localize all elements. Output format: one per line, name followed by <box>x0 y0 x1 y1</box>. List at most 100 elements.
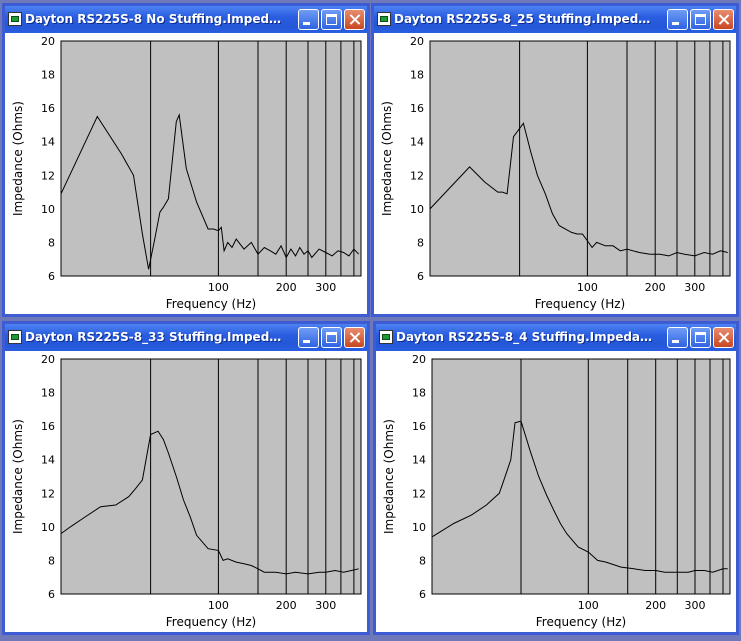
title-bar[interactable]: Dayton RS225S-8_25 Stuffing.Impedance ..… <box>374 6 736 33</box>
y-tick-label: 12 <box>412 487 426 500</box>
y-tick-label: 12 <box>41 169 55 182</box>
impedance-curve <box>60 113 360 270</box>
y-axis-label: Impedance (Ohms) <box>11 419 25 534</box>
y-tick-label: 14 <box>41 136 55 149</box>
x-tick-label: 100 <box>208 599 229 612</box>
x-tick-label: 300 <box>685 599 706 612</box>
y-tick-label: 16 <box>41 102 55 115</box>
maximize-button[interactable] <box>690 327 711 348</box>
minimize-button[interactable] <box>298 9 319 30</box>
y-tick-label: 20 <box>412 353 426 366</box>
x-tick-label: 300 <box>684 281 705 294</box>
title-bar[interactable]: Dayton RS225S-8_33 Stuffing.Impedance ..… <box>5 324 367 351</box>
y-tick-label: 16 <box>410 102 424 115</box>
x-tick-label: 200 <box>645 281 666 294</box>
x-axis-label: Frequency (Hz) <box>166 615 257 629</box>
y-tick-label: 18 <box>41 387 55 400</box>
y-tick-label: 14 <box>41 454 55 467</box>
window-title: Dayton RS225S-8_33 Stuffing.Impedance ..… <box>25 330 287 344</box>
plot-frame <box>60 358 362 595</box>
x-axis-label: Frequency (Hz) <box>166 297 257 311</box>
y-tick-label: 14 <box>410 136 424 149</box>
plot-frame <box>60 40 362 277</box>
y-tick-label: 14 <box>412 454 426 467</box>
impedance-chart: 20 18 16 14 12 10 8 6 100 200 300 Frequency (Hz) Imp… <box>380 35 731 311</box>
y-tick-label: 20 <box>41 35 55 48</box>
title-bar[interactable]: Dayton RS225S-8_4 Stuffing.Impedance ... <box>376 324 736 351</box>
y-tick-label: 8 <box>48 236 55 249</box>
impedance-window-1[interactable]: Dayton RS225S-8 No Stuffing.Impedance ..… <box>2 3 370 317</box>
plot-background <box>432 359 730 594</box>
plot-background <box>61 359 361 594</box>
y-tick-label: 10 <box>41 521 55 534</box>
y-axis-label: Impedance (Ohms) <box>382 419 396 534</box>
y-tick-label: 20 <box>410 35 424 48</box>
chart-area: 20 18 16 14 12 10 8 6 100 200 300 Frequency (Hz) Imp… <box>374 33 736 314</box>
y-tick-label: 12 <box>410 169 424 182</box>
y-tick-label: 8 <box>419 554 426 567</box>
window-title: Dayton RS225S-8_25 Stuffing.Impedance ..… <box>394 12 656 26</box>
x-tick-label: 300 <box>315 599 336 612</box>
plot-background <box>61 41 361 276</box>
app-icon[interactable] <box>379 330 393 344</box>
window-title: Dayton RS225S-8_4 Stuffing.Impedance ... <box>396 330 656 344</box>
y-tick-label: 20 <box>41 353 55 366</box>
x-tick-label: 200 <box>645 599 666 612</box>
x-axis-label: Frequency (Hz) <box>536 615 627 629</box>
y-tick-label: 10 <box>412 521 426 534</box>
chart-area: 20 18 16 14 12 10 8 6 100 200 300 Frequency (Hz) Imp… <box>376 351 736 632</box>
impedance-chart: 20 18 16 14 12 10 8 6 100 200 300 Frequency (Hz) Imp… <box>11 353 362 629</box>
x-tick-label: 200 <box>276 599 297 612</box>
y-tick-label: 10 <box>41 203 55 216</box>
impedance-curve <box>431 420 728 573</box>
x-tick-label: 100 <box>208 281 229 294</box>
x-tick-label: 100 <box>577 281 598 294</box>
y-tick-label: 10 <box>410 203 424 216</box>
title-bar[interactable]: Dayton RS225S-8 No Stuffing.Impedance ..… <box>5 6 367 33</box>
impedance-chart: 20 18 16 14 12 10 8 6 100 200 300 Frequency (Hz) Imp… <box>11 35 362 311</box>
y-tick-label: 18 <box>412 387 426 400</box>
maximize-button[interactable] <box>321 327 342 348</box>
y-tick-label: 12 <box>41 487 55 500</box>
plot-frame <box>429 40 731 277</box>
y-tick-label: 16 <box>41 420 55 433</box>
plot-background <box>430 41 730 276</box>
y-tick-label: 8 <box>417 236 424 249</box>
close-button[interactable] <box>344 9 365 30</box>
close-button[interactable] <box>713 9 734 30</box>
minimize-button[interactable] <box>667 327 688 348</box>
y-tick-label: 6 <box>417 270 424 283</box>
x-tick-label: 100 <box>578 599 599 612</box>
x-tick-label: 200 <box>276 281 297 294</box>
plot-frame <box>431 358 731 595</box>
chart-area: 20 18 16 14 12 10 8 6 100 200 300 Frequency (Hz) Imp… <box>5 33 367 314</box>
y-axis-label: Impedance (Ohms) <box>11 101 25 216</box>
y-tick-label: 6 <box>419 588 426 601</box>
maximize-button[interactable] <box>321 9 342 30</box>
minimize-button[interactable] <box>298 327 319 348</box>
x-axis-label: Frequency (Hz) <box>535 297 626 311</box>
maximize-button[interactable] <box>690 9 711 30</box>
y-axis-label: Impedance (Ohms) <box>380 101 394 216</box>
impedance-window-4[interactable]: Dayton RS225S-8_4 Stuffing.Impedance ...… <box>373 321 739 635</box>
minimize-button[interactable] <box>667 9 688 30</box>
impedance-window-2[interactable]: Dayton RS225S-8_25 Stuffing.Impedance ..… <box>371 3 739 317</box>
y-tick-label: 18 <box>41 69 55 82</box>
y-tick-label: 18 <box>410 69 424 82</box>
close-button[interactable] <box>344 327 365 348</box>
app-icon[interactable] <box>8 330 22 344</box>
x-tick-label: 300 <box>315 281 336 294</box>
chart-area: 20 18 16 14 12 10 8 6 100 200 300 Frequency (Hz) Imp… <box>5 351 367 632</box>
app-icon[interactable] <box>377 12 391 26</box>
impedance-chart: 20 18 16 14 12 10 8 6 100 200 300 Frequency (Hz) Imp… <box>382 353 731 629</box>
y-tick-label: 6 <box>48 588 55 601</box>
window-title: Dayton RS225S-8 No Stuffing.Impedance ..… <box>25 12 287 26</box>
impedance-curve <box>429 122 728 257</box>
close-button[interactable] <box>713 327 734 348</box>
y-tick-label: 16 <box>412 420 426 433</box>
impedance-curve <box>60 430 359 575</box>
y-tick-label: 8 <box>48 554 55 567</box>
impedance-window-3[interactable]: Dayton RS225S-8_33 Stuffing.Impedance ..… <box>2 321 370 635</box>
app-icon[interactable] <box>8 12 22 26</box>
y-tick-label: 6 <box>48 270 55 283</box>
